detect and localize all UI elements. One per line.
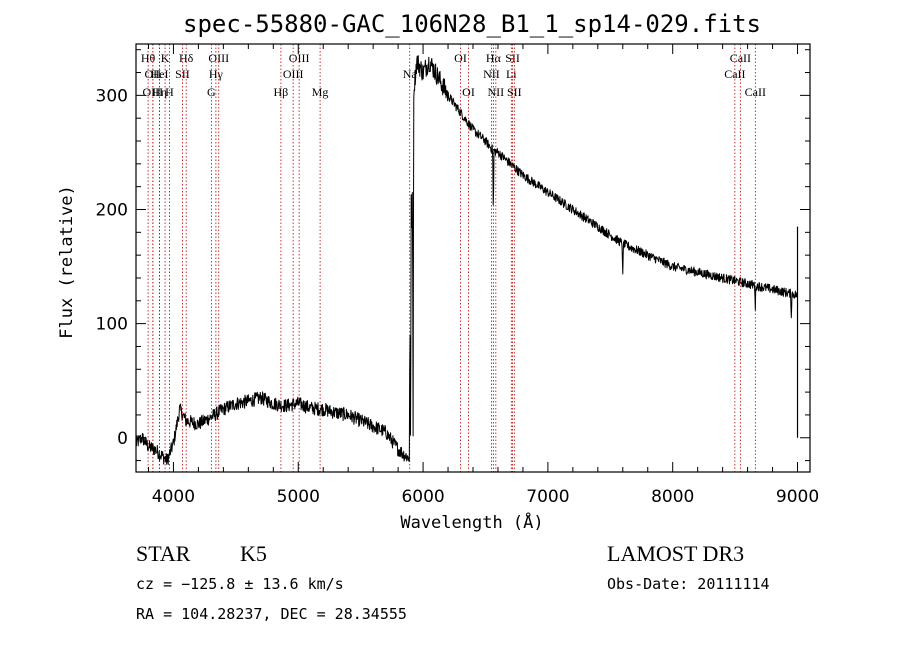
plot-frame [135,43,811,473]
spectrum-series [135,55,799,465]
line-marker-label: H [165,85,174,99]
line-marker-label: OIII [208,51,229,65]
line-marker-label: NII [488,85,505,99]
line-marker-label: Hα [486,51,502,65]
line-marker-label: OI [454,51,467,65]
y-tick-label: 100 [96,315,128,335]
x-tick-label: 8000 [651,487,694,507]
line-marker-label: NII [483,67,500,81]
line-marker-label: OI [462,85,475,99]
redshift-value: cz = −125.8 ± 13.6 km/s [136,575,344,593]
x-tick-label: 5000 [277,487,320,507]
line-marker-label: Li [506,67,517,81]
line-marker-label: Hγ [209,67,224,81]
line-marker-label: Mg [312,85,329,99]
line-marker-label: Hδ [179,51,194,65]
y-tick-label: 200 [96,200,128,220]
x-tick-label: 9000 [776,487,819,507]
x-tick-label: 7000 [526,487,569,507]
axis-ticks: 4000 5000 6000 7000 8000 9000 0 100 200 300 [96,44,819,507]
x-tick-label: 6000 [401,487,444,507]
object-class: STAR [136,541,191,566]
line-marker-label: SII [505,51,520,65]
x-axis-label: Wavelength (Å) [400,511,543,533]
line-marker-label: G [207,85,216,99]
line-marker-label: OIII [289,51,310,65]
line-marker-label: CaII [730,51,751,65]
line-marker-label: Hη [152,85,167,99]
survey-name: LAMOST DR3 [607,541,744,566]
line-marker-label: CaII [724,67,745,81]
line-marker-label: OIII [143,85,164,99]
spectrum-line [135,55,798,465]
line-marker-label: OII [145,67,162,81]
line-marker-label: SII [175,67,190,81]
y-tick-label: 300 [96,86,128,106]
line-marker-label: Na [403,67,418,81]
y-tick-label: 0 [117,429,128,449]
observation-date: Obs-Date: 20111114 [607,575,770,593]
line-marker-label: Hβ [274,85,289,99]
object-subclass: K5 [240,541,267,566]
chart-title: spec-55880-GAC_106N28_B1_1_sp14-029.fits [183,10,761,38]
x-tick-label: 4000 [152,487,195,507]
line-marker-label: K [161,51,170,65]
line-marker-label: Hθ [141,51,156,65]
coordinates: RA = 104.28237, DEC = 28.34555 [136,605,407,623]
line-marker-label: OIII [283,67,304,81]
line-marker-label: HeI [150,67,168,81]
line-marker-label: CaII [745,85,766,99]
y-axis-label: Flux (relative) [57,185,77,339]
line-marker-label: SII [507,85,522,99]
